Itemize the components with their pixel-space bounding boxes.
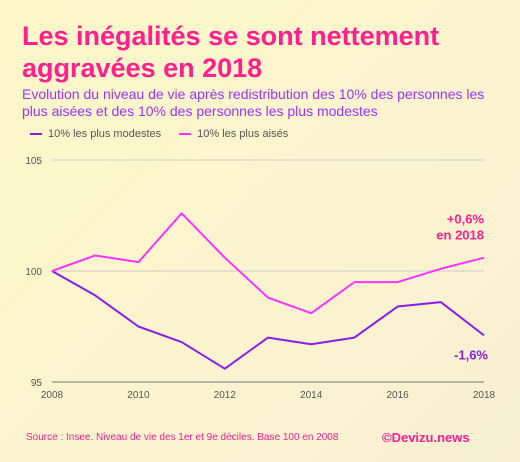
brand-credit: ©Devizu.news	[382, 430, 470, 445]
annotation-aises: +0,6%	[447, 212, 485, 227]
legend-label-aises: 10% les plus aisés	[197, 128, 289, 140]
legend-label-modestes: 10% les plus modestes	[48, 128, 162, 140]
series-line-aises	[51, 212, 485, 315]
annotation-aises: en 2018	[436, 228, 484, 243]
y-tick-label: 95	[31, 378, 43, 389]
legend-item-aises: 10% les plus aisés	[179, 128, 288, 140]
x-tick-label: 2016	[386, 390, 409, 401]
legend-item-modestes: 10% les plus modestes	[30, 128, 161, 140]
y-tick-label: 105	[25, 156, 42, 167]
legend-swatch-modestes	[30, 133, 42, 135]
legend-swatch-aises	[179, 133, 192, 135]
x-tick-label: 2010	[127, 390, 150, 401]
x-tick-label: 2008	[41, 390, 64, 401]
x-tick-label: 2014	[300, 390, 323, 401]
series-line-modestes	[51, 270, 485, 370]
y-tick-label: 100	[25, 267, 42, 278]
source-note: Source : Insee. Niveau de vie des 1er et…	[26, 432, 339, 443]
legend: 10% les plus modestes 10% les plus aisés	[30, 128, 288, 140]
chart-title: Les inégalités se sont nettement aggravé…	[22, 21, 440, 83]
annotation-modestes: -1,6%	[454, 347, 488, 362]
chart-subtitle: Evolution du niveau de vie après redistr…	[22, 86, 485, 119]
x-tick-label: 2012	[214, 390, 237, 401]
x-tick-label: 2018	[473, 390, 496, 401]
